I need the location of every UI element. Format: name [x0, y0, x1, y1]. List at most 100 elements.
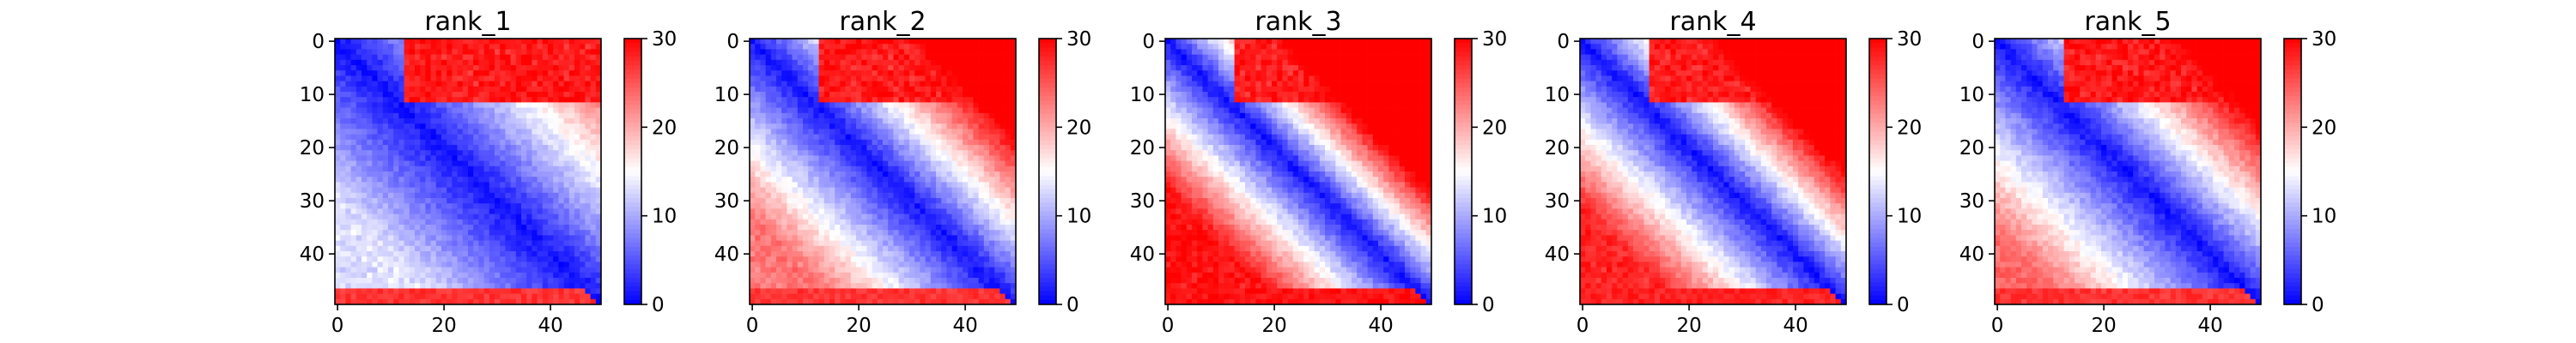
heatmap-cell: [526, 129, 532, 135]
heatmap-cell: [595, 283, 602, 289]
heatmap-cell: [585, 198, 591, 204]
heatmap-cell: [808, 245, 814, 252]
heatmap-cell: [393, 182, 399, 188]
heatmap-cell: [425, 219, 431, 226]
heatmap-cell: [957, 245, 963, 252]
heatmap-cell: [521, 208, 527, 214]
heatmap-cell: [845, 165, 852, 172]
heatmap-cell: [483, 240, 490, 247]
heatmap-cell: [377, 278, 384, 284]
heatmap-cell: [580, 155, 586, 161]
heatmap-cell: [989, 182, 995, 188]
heatmap-cell: [462, 278, 469, 284]
heatmap-cell: [404, 208, 410, 214]
heatmap-cell: [441, 240, 447, 247]
heatmap-cell: [430, 256, 437, 262]
heatmap-cell: [957, 81, 963, 87]
heatmap-cell: [510, 59, 517, 66]
heatmap-cell: [372, 118, 378, 124]
heatmap-cell: [946, 240, 952, 247]
heatmap-cell: [983, 235, 990, 241]
heatmap-cell: [861, 278, 867, 284]
heatmap-cell: [425, 129, 431, 135]
heatmap-cell: [515, 139, 522, 146]
heatmap-cell: [420, 198, 426, 204]
heatmap-cell: [808, 225, 814, 231]
heatmap-cell: [388, 251, 394, 257]
heatmap-cell: [925, 59, 932, 66]
heatmap-cell: [914, 235, 920, 241]
heatmap-cell: [345, 160, 351, 167]
heatmap-cell: [574, 118, 580, 124]
heatmap-cell: [398, 230, 404, 236]
heatmap-cell: [521, 150, 527, 156]
heatmap-cell: [1005, 139, 1012, 146]
heatmap-cell: [1005, 129, 1012, 135]
colorbar-segment: [624, 189, 641, 195]
heatmap-cell: [760, 214, 766, 220]
heatmap-cell: [861, 245, 867, 252]
heatmap-cell: [595, 251, 602, 257]
heatmap-cell: [393, 192, 399, 199]
heatmap-cell: [813, 225, 819, 231]
heatmap-cell: [1005, 235, 1012, 241]
heatmap-cell: [409, 198, 416, 204]
heatmap-cell: [946, 172, 952, 178]
heatmap-cell: [999, 262, 1005, 268]
heatmap-cell: [797, 92, 804, 98]
heatmap-cell: [914, 54, 920, 61]
heatmap-cell: [489, 267, 495, 274]
heatmap-cell: [823, 288, 830, 294]
heatmap-cell: [946, 97, 952, 103]
heatmap-cell: [989, 155, 995, 161]
heatmap-cell: [755, 172, 761, 178]
heatmap-cell: [489, 54, 495, 61]
heatmap-cell: [377, 251, 384, 257]
heatmap-cell: [558, 214, 564, 220]
heatmap-cell: [452, 165, 458, 172]
heatmap-cell: [930, 54, 937, 61]
heatmap-cell: [420, 92, 426, 98]
heatmap-cell: [558, 86, 564, 93]
colorbar-segment: [624, 184, 641, 190]
heatmap-cell: [930, 102, 937, 108]
heatmap-cell: [861, 251, 867, 257]
heatmap-cell: [914, 160, 920, 167]
heatmap-cell: [930, 155, 937, 161]
heatmap-cell: [883, 251, 889, 257]
heatmap-cell: [473, 107, 479, 114]
heatmap-cell: [462, 225, 469, 231]
heatmap-cell: [760, 39, 766, 45]
heatmap-cell: [542, 112, 549, 119]
heatmap-cell: [580, 225, 586, 231]
heatmap-cell: [505, 283, 511, 289]
heatmap-cell: [473, 86, 479, 93]
heatmap-cell: [489, 107, 495, 114]
heatmap-cell: [590, 139, 597, 146]
heatmap-cell: [495, 150, 501, 156]
heatmap-cell: [483, 118, 490, 124]
heatmap-cell: [590, 102, 597, 108]
heatmap-cell: [877, 70, 884, 76]
heatmap-cell: [404, 65, 410, 71]
heatmap-cell: [452, 182, 458, 188]
heatmap-cell: [595, 235, 602, 241]
heatmap-cell: [483, 278, 490, 284]
heatmap-cell: [420, 160, 426, 167]
heatmap-cell: [781, 59, 787, 66]
heatmap-cell: [457, 283, 464, 289]
heatmap-cell: [372, 92, 378, 98]
heatmap-cell: [457, 160, 464, 167]
heatmap-cell: [770, 177, 777, 183]
heatmap-cell: [920, 107, 926, 114]
heatmap-cell: [510, 214, 517, 220]
heatmap-cell: [818, 288, 825, 294]
heatmap-cell: [823, 177, 830, 183]
heatmap-cell: [909, 160, 915, 167]
heatmap-cell: [420, 65, 426, 71]
heatmap-cell: [415, 235, 421, 241]
heatmap-cell: [355, 187, 362, 194]
heatmap-cell: [447, 198, 453, 204]
heatmap-cell: [441, 208, 447, 214]
heatmap-cell: [983, 214, 990, 220]
